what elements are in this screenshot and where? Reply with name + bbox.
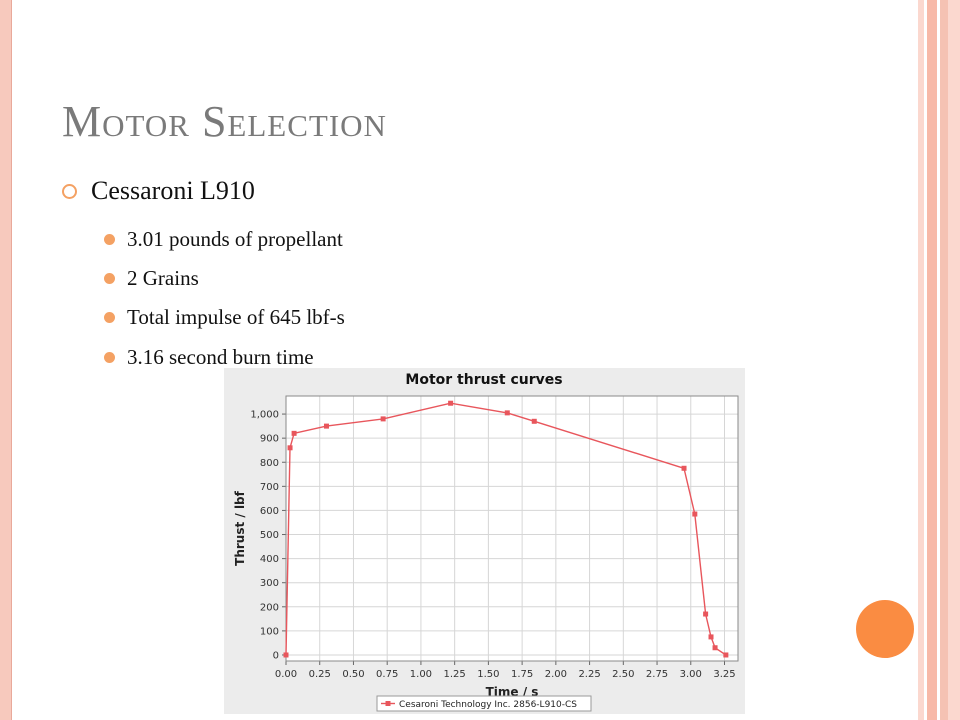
data-point [692, 511, 698, 517]
dot-bullet-icon [104, 273, 115, 284]
data-point [531, 418, 537, 424]
sub-bullet-text: 3.01 pounds of propellant [127, 227, 343, 251]
left-decorative-border [0, 0, 12, 720]
sub-bullet: 3.01 pounds of propellant [104, 227, 343, 252]
data-point [708, 634, 714, 640]
dot-bullet-icon [104, 234, 115, 245]
y-tick-label: 100 [260, 626, 279, 637]
series-line [285, 402, 727, 656]
slide-title: Motor Selection [62, 97, 387, 146]
x-tick-label: 1.75 [511, 669, 533, 680]
sub-bullet: 3.16 second burn time [104, 345, 314, 370]
sub-bullet-text: 2 Grains [127, 266, 199, 290]
y-tick-label: 800 [260, 458, 279, 469]
x-tick-label: 1.00 [410, 669, 432, 680]
y-tick-label: 400 [260, 554, 279, 565]
ring-bullet-icon [62, 183, 77, 199]
sub-bullet: 2 Grains [104, 266, 199, 291]
y-tick-label: 200 [260, 602, 279, 613]
thrust-chart: Motor thrust curves 0 100 200 300 400 500 600 70… [224, 368, 745, 714]
x-tick-label: 2.75 [646, 669, 668, 680]
data-point [681, 465, 687, 471]
y-tick-label: 900 [260, 434, 279, 445]
decorative-orange-circle [856, 600, 914, 658]
data-point [712, 645, 718, 651]
y-tick-label: 700 [260, 482, 279, 493]
plot-area [285, 395, 739, 662]
y-tick-label: 0 [273, 650, 279, 661]
chart-title: Motor thrust curves [405, 372, 562, 388]
x-tick-label: 1.50 [477, 669, 499, 680]
data-point [504, 410, 510, 416]
main-bullet-text: Cessaroni L910 [91, 176, 255, 205]
y-tick-label: 300 [260, 578, 279, 589]
plot-border [285, 395, 739, 662]
sub-bullet-text: 3.16 second burn time [127, 345, 314, 369]
data-point [723, 652, 729, 658]
x-tick-label: 0.00 [275, 669, 297, 680]
sub-bullet: Total impulse of 645 lbf-s [104, 305, 345, 330]
legend-marker [385, 701, 391, 706]
x-tick-label: 2.25 [578, 669, 600, 680]
data-point [380, 416, 386, 422]
chart-svg: Motor thrust curves 0 100 200 300 400 500 600 70… [233, 372, 739, 712]
x-tick-label: 1.25 [444, 669, 466, 680]
x-tick-label: 0.75 [376, 669, 398, 680]
x-tick-label: 0.50 [342, 669, 364, 680]
y-axis-label: Thrust / lbf [233, 490, 247, 566]
data-point [283, 652, 289, 658]
data-point [291, 430, 297, 436]
dot-bullet-icon [104, 312, 115, 323]
main-bullet: Cessaroni L910 [62, 176, 255, 206]
y-tick-label: 600 [260, 506, 279, 517]
legend-box [376, 695, 592, 712]
data-point [448, 400, 454, 406]
legend-label: Cesaroni Technology Inc. 2856-L910-CS [399, 700, 577, 710]
right-decorative-border [918, 0, 960, 720]
sub-bullet-text: Total impulse of 645 lbf-s [127, 305, 345, 329]
data-point [287, 445, 293, 451]
x-tick-label: 3.00 [680, 669, 702, 680]
dot-bullet-icon [104, 352, 115, 363]
y-tick-label: 500 [260, 530, 279, 541]
x-tick-label: 3.25 [713, 669, 735, 680]
x-tick-label: 2.50 [612, 669, 634, 680]
x-tick-label: 0.25 [309, 669, 331, 680]
y-tick-label: 1,000 [250, 410, 279, 421]
data-point [703, 611, 709, 617]
x-tick-label: 2.00 [545, 669, 567, 680]
data-point [323, 423, 329, 429]
